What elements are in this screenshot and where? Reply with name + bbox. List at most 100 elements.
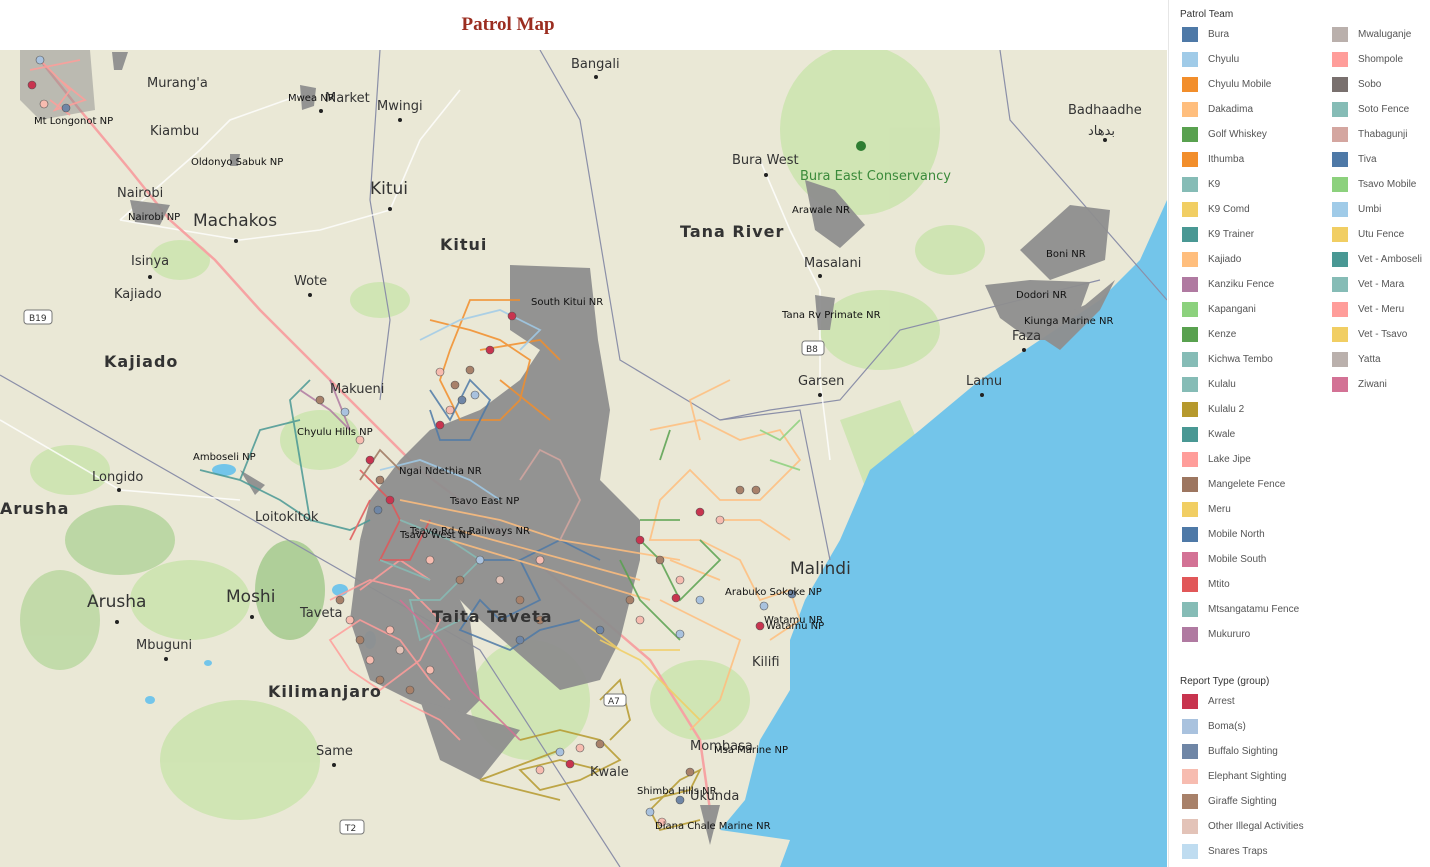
region-label: Kitui <box>440 235 487 254</box>
legend-item[interactable]: Tsavo Mobile <box>1332 175 1416 193</box>
city-label: Mombasa <box>690 739 753 754</box>
legend-item[interactable]: Chyulu Mobile <box>1182 75 1271 93</box>
legend-swatch <box>1182 426 1198 442</box>
legend-item[interactable]: Kajiado <box>1182 250 1241 268</box>
legend-item[interactable]: K9 Comd <box>1182 200 1250 218</box>
legend-item[interactable]: Utu Fence <box>1332 225 1404 243</box>
park-label: Amboseli NP <box>193 452 256 463</box>
city-label: Taveta <box>299 606 343 621</box>
legend-item[interactable]: Buffalo Sighting <box>1182 742 1278 760</box>
legend-item[interactable]: Umbi <box>1332 200 1381 218</box>
map-canvas[interactable]: Kitui Tana River Kajiado Kilimanjaro Tai… <box>0 50 1167 867</box>
legend-item[interactable]: Meru <box>1182 500 1231 518</box>
legend-item[interactable]: Other Illegal Activities <box>1182 817 1304 835</box>
legend-item[interactable]: Dakadima <box>1182 100 1253 118</box>
legend-item[interactable]: Mtito <box>1182 575 1230 593</box>
region-label: Arusha <box>0 499 69 518</box>
legend-item[interactable]: Kulalu <box>1182 375 1236 393</box>
legend-swatch <box>1182 476 1198 492</box>
city-label: Wote <box>294 274 327 289</box>
park-label: South Kitui NR <box>531 297 603 308</box>
legend-item[interactable]: Vet - Meru <box>1332 300 1404 318</box>
legend-swatch <box>1332 376 1348 392</box>
legend-item[interactable]: Mobile South <box>1182 550 1266 568</box>
legend-item[interactable]: Kapangani <box>1182 300 1256 318</box>
legend-item[interactable]: Chyulu <box>1182 50 1239 68</box>
park-label: Watamu NP <box>766 621 824 632</box>
legend-swatch <box>1182 401 1198 417</box>
conservancy-label: Bura East Conservancy <box>800 169 951 184</box>
ocean <box>720 200 1167 867</box>
legend-swatch <box>1182 251 1198 267</box>
legend-label: Bura <box>1208 28 1230 40</box>
city-label: Badhaadhe <box>1068 103 1142 118</box>
legend-label: Other Illegal Activities <box>1208 820 1304 832</box>
legend-item[interactable]: Kanziku Fence <box>1182 275 1274 293</box>
legend-item[interactable]: Mobile North <box>1182 525 1265 543</box>
legend-swatch <box>1182 793 1198 809</box>
legend-item[interactable]: K9 Trainer <box>1182 225 1254 243</box>
legend-item[interactable]: Vet - Amboseli <box>1332 250 1422 268</box>
park-label: Msa Marine NP <box>714 745 788 756</box>
park-label: Boni NR <box>1046 249 1086 260</box>
legend-label: Golf Whiskey <box>1208 128 1267 140</box>
legend-item[interactable]: Soto Fence <box>1332 100 1409 118</box>
legend-label: Mukururo <box>1208 628 1251 640</box>
park-labels: Mwea NR Mt Longonot NP Oldonyo Sabuk NP … <box>34 93 1113 832</box>
legend-item[interactable]: Lake Jipe <box>1182 450 1251 468</box>
legend-label: Kichwa Tembo <box>1208 353 1273 365</box>
legend-item[interactable]: Ziwani <box>1332 375 1387 393</box>
legend-item[interactable]: Golf Whiskey <box>1182 125 1267 143</box>
legend-item[interactable]: Kichwa Tembo <box>1182 350 1273 368</box>
legend-item[interactable]: Boma(s) <box>1182 717 1246 735</box>
legend-swatch <box>1182 301 1198 317</box>
legend-item[interactable]: Giraffe Sighting <box>1182 792 1277 810</box>
legend-swatch <box>1182 376 1198 392</box>
legend-item[interactable]: Sobo <box>1332 75 1381 93</box>
legend-label: Thabagunji <box>1358 128 1408 140</box>
region-labels: Kitui Tana River Kajiado Kilimanjaro Tai… <box>0 222 784 701</box>
legend-item[interactable]: Vet - Tsavo <box>1332 325 1407 343</box>
roads <box>0 89 831 501</box>
legend-item[interactable]: Yatta <box>1332 350 1381 368</box>
park-label: Mt Longonot NP <box>34 116 113 127</box>
legend-label: Kulalu <box>1208 378 1236 390</box>
legend-swatch <box>1332 101 1348 117</box>
city-label: Kiambu <box>150 124 199 139</box>
city-label: Isinya <box>131 254 169 269</box>
legend-item[interactable]: Mangelete Fence <box>1182 475 1285 493</box>
legend-swatch <box>1182 176 1198 192</box>
legend-item[interactable]: K9 <box>1182 175 1220 193</box>
legend-label: Kanziku Fence <box>1208 278 1275 290</box>
legend-label: Kajiado <box>1208 253 1242 265</box>
legend-item[interactable]: Bura <box>1182 25 1229 43</box>
legend-item[interactable]: Mwaluganje <box>1332 25 1411 43</box>
region-label: Tana River <box>680 222 784 241</box>
legend-item[interactable]: Mukururo <box>1182 625 1250 643</box>
legend-swatch <box>1332 301 1348 317</box>
legend-label: Mtsangatamu Fence <box>1208 603 1300 615</box>
legend-item[interactable]: Thabagunji <box>1332 125 1407 143</box>
legend-label: Meru <box>1208 503 1231 515</box>
legend-label: Vet - Mara <box>1358 278 1405 290</box>
legend-item[interactable]: Kulalu 2 <box>1182 400 1244 418</box>
legend-item[interactable]: Snares Traps <box>1182 842 1267 860</box>
legend-item[interactable]: Elephant Sighting <box>1182 767 1286 785</box>
patrol-map[interactable]: Kitui Tana River Kajiado Kilimanjaro Tai… <box>0 50 1167 867</box>
legend-item[interactable]: Kwale <box>1182 425 1235 443</box>
legend-item[interactable]: Tiva <box>1332 150 1377 168</box>
legend-swatch <box>1182 51 1198 67</box>
legend-label: Shompole <box>1358 53 1404 65</box>
legend-item[interactable]: Kenze <box>1182 325 1236 343</box>
legend-item[interactable]: Shompole <box>1332 50 1403 68</box>
legend-label: K9 Comd <box>1208 203 1250 215</box>
legend-swatch <box>1182 693 1198 709</box>
legend-item[interactable]: Mtsangatamu Fence <box>1182 600 1299 618</box>
legend-label: Dakadima <box>1208 103 1254 115</box>
legend-item[interactable]: Arrest <box>1182 692 1235 710</box>
city-label: Malindi <box>790 559 851 579</box>
legend-item[interactable]: Ithumba <box>1182 150 1244 168</box>
city-label: Faza <box>1012 329 1041 344</box>
legend-swatch <box>1332 51 1348 67</box>
legend-item[interactable]: Vet - Mara <box>1332 275 1404 293</box>
